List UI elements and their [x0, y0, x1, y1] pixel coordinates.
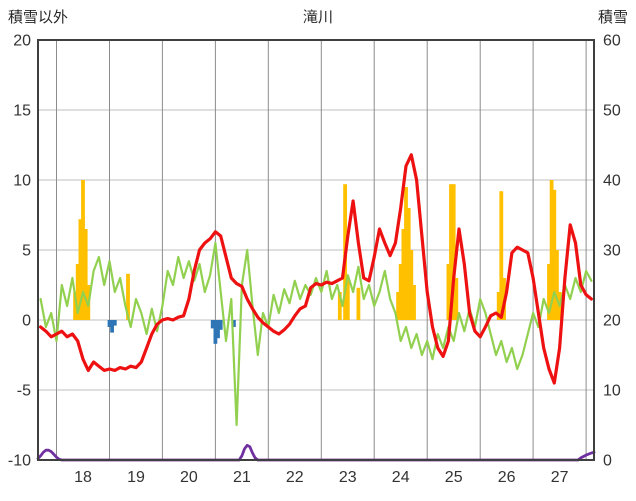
svg-text:18: 18	[74, 469, 92, 486]
svg-text:27: 27	[551, 469, 569, 486]
svg-text:25: 25	[445, 469, 463, 486]
svg-text:26: 26	[498, 469, 516, 486]
svg-text:24: 24	[392, 469, 410, 486]
svg-text:21: 21	[233, 469, 251, 486]
svg-text:30: 30	[603, 243, 621, 260]
blue-bars	[107, 320, 236, 344]
svg-text:20: 20	[13, 33, 31, 50]
day-labels: 18 19 20 21 22 23 24 25 26 27	[74, 469, 568, 486]
svg-text:50: 50	[603, 103, 621, 120]
svg-text:22: 22	[286, 469, 304, 486]
right-tick-labels: 60 50 40 30 20 10 0	[603, 33, 621, 470]
chart-title: 滝川	[302, 9, 333, 26]
svg-text:20: 20	[603, 313, 621, 330]
svg-text:10: 10	[603, 383, 621, 400]
purple-line	[36, 443, 596, 462]
svg-text:-5: -5	[17, 383, 31, 400]
green-line	[39, 241, 593, 427]
svg-text:40: 40	[603, 173, 621, 190]
left-tick-labels: 20 15 10 5 0 -5 -10	[8, 33, 31, 470]
red-line	[39, 153, 593, 385]
chart-header: 積雪以外 滝川 積雪	[0, 6, 636, 28]
svg-text:5: 5	[22, 243, 31, 260]
svg-text:60: 60	[603, 33, 621, 50]
orange-bars	[73, 180, 562, 320]
svg-text:-10: -10	[8, 453, 31, 470]
svg-text:20: 20	[180, 469, 198, 486]
svg-text:0: 0	[22, 313, 31, 330]
horizontal-gridlines	[38, 39, 594, 461]
svg-text:15: 15	[13, 103, 31, 120]
svg-text:19: 19	[127, 469, 145, 486]
right-axis-title: 積雪	[597, 9, 628, 26]
svg-text:0: 0	[603, 453, 612, 470]
vertical-gridlines	[56, 40, 587, 460]
svg-text:10: 10	[13, 173, 31, 190]
left-axis-title: 積雪以外	[8, 9, 69, 26]
svg-text:23: 23	[339, 469, 357, 486]
plot-frame	[37, 39, 595, 461]
